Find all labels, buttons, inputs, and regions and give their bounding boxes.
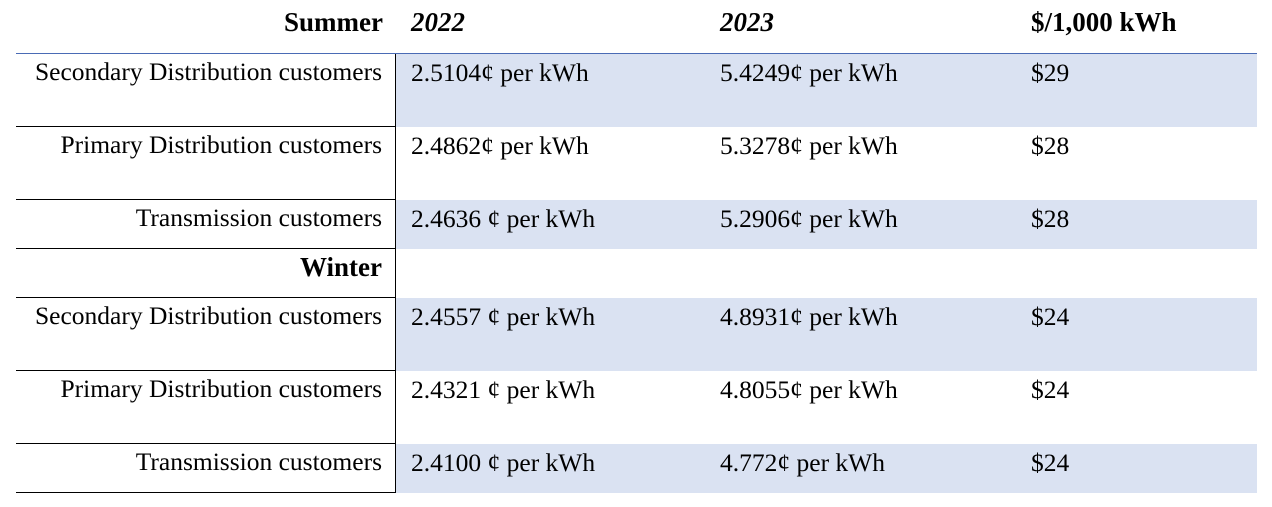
winter-label: Winter (16, 249, 396, 298)
row-label: Transmission customers (16, 200, 396, 249)
table-row: Transmission customers 2.4100 ¢ per kWh … (16, 444, 1257, 493)
row-label: Primary Distribution customers (16, 127, 396, 200)
row-label: Secondary Distribution customers (16, 298, 396, 371)
cell-cost: $28 (1017, 200, 1257, 249)
cell-2022: 2.4100 ¢ per kWh (396, 444, 706, 493)
cell-2023: 4.8931¢ per kWh (706, 298, 1017, 371)
row-label: Transmission customers (16, 444, 396, 493)
cell-cost: $24 (1017, 444, 1257, 493)
row-label: Secondary Distribution customers (16, 54, 396, 127)
cell-2022: 2.5104¢ per kWh (396, 54, 706, 127)
cell-cost: $28 (1031, 131, 1070, 160)
table-row: Secondary Distribution customers 2.5104¢… (16, 54, 1257, 127)
cell-2022: 2.4636 ¢ per kWh (396, 200, 706, 249)
table-row: Primary Distribution customers 2.4321 ¢ … (16, 371, 1257, 444)
cell-2023: 4.772¢ per kWh (706, 444, 1017, 493)
row-label: Primary Distribution customers (16, 371, 396, 444)
header-season: Summer (284, 7, 383, 37)
cell-2022: 2.4862¢ per kWh (411, 131, 589, 160)
cell-cost: $24 (1031, 375, 1070, 404)
cell-2023: 5.4249¢ per kWh (706, 54, 1017, 127)
table-row: Primary Distribution customers 2.4862¢ p… (16, 127, 1257, 200)
table-row: Secondary Distribution customers 2.4557 … (16, 298, 1257, 371)
cell-2023: 4.8055¢ per kWh (720, 375, 898, 404)
table-row: Transmission customers 2.4636 ¢ per kWh … (16, 200, 1257, 249)
header-2023: 2023 (720, 7, 774, 37)
cell-2022: 2.4557 ¢ per kWh (396, 298, 706, 371)
table-header-row: Summer 2022 2023 $/1,000 kWh (16, 0, 1257, 54)
winter-section-row: Winter (16, 249, 1257, 298)
cell-2023: 5.3278¢ per kWh (720, 131, 898, 160)
header-cost: $/1,000 kWh (1031, 7, 1177, 37)
cell-cost: $24 (1017, 298, 1257, 371)
cell-cost: $29 (1017, 54, 1257, 127)
rate-table: Summer 2022 2023 $/1,000 kWh Secondary D… (16, 0, 1257, 493)
cell-2023: 5.2906¢ per kWh (706, 200, 1017, 249)
cell-2022: 2.4321 ¢ per kWh (411, 375, 596, 404)
header-2022: 2022 (411, 7, 465, 37)
